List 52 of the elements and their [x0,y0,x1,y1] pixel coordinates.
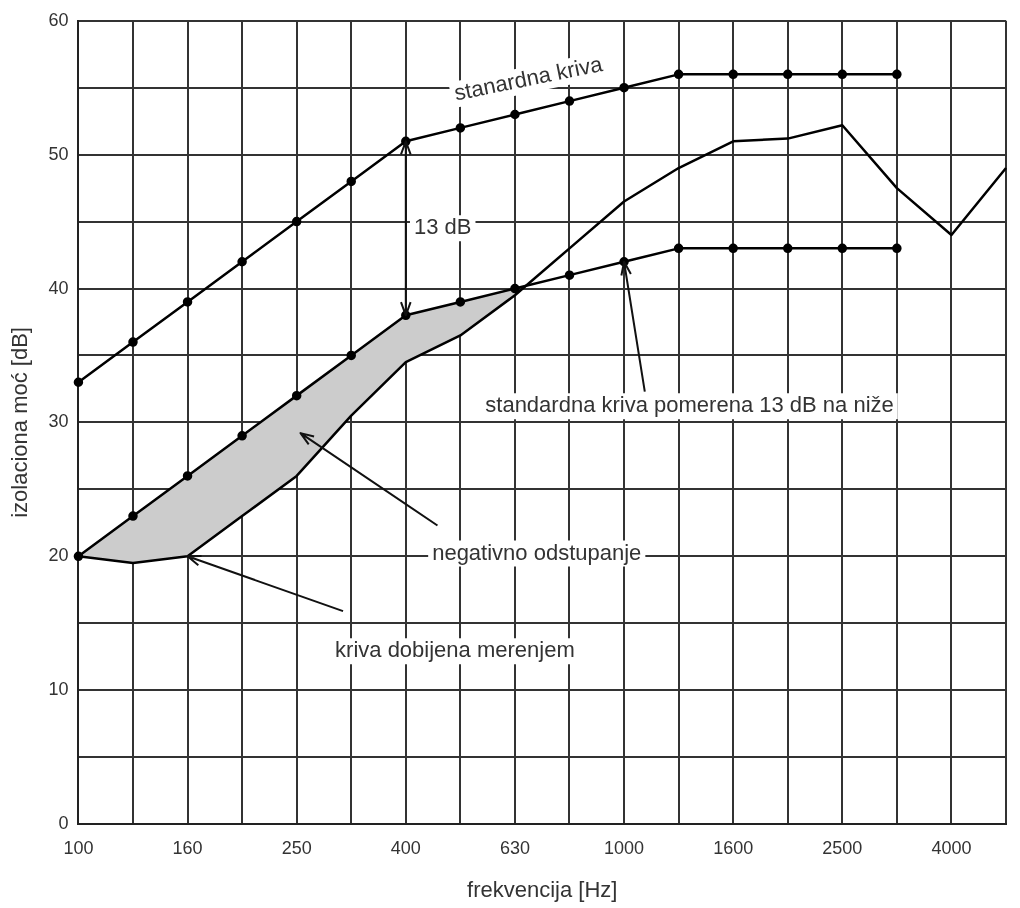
x-tick-label: 4000 [931,837,972,858]
annotation: kriva dobijena merenjem [335,637,575,663]
y-tick-label: 10 [48,679,69,700]
y-tick-label: 50 [48,143,69,164]
point [291,390,302,401]
point [128,511,138,521]
point [73,377,84,387]
x-axis-title: frekvencija [Hz] [467,876,618,902]
x-tick-label: 1600 [713,837,754,858]
point [237,431,247,441]
x-tick-label: 400 [390,837,421,858]
point [182,297,193,307]
point [783,69,793,80]
annotation: stanardna kriva [452,50,606,106]
point [837,69,848,80]
point [892,243,902,254]
y-tick-label: 30 [48,411,69,432]
point [346,176,356,187]
point [182,471,193,481]
point [346,350,356,361]
point [73,551,84,562]
point [564,270,575,280]
point [128,337,138,347]
point [728,243,738,254]
x-tick-label: 2500 [822,837,863,858]
point [783,243,793,254]
point [564,96,575,106]
x-tick-label: 100 [63,837,94,858]
point [510,109,520,120]
y-tick-label: 60 [48,9,69,30]
x-tick-label: 630 [499,837,530,858]
x-tick-label: 160 [172,837,203,858]
y-tick-label: 20 [48,545,69,566]
point [673,69,684,80]
point [837,243,848,254]
point [673,243,684,254]
y-tick-label: 40 [48,277,69,298]
annotation: 13 dB [413,214,472,240]
point [728,69,738,80]
point [619,82,629,93]
point [892,69,902,80]
point [237,257,247,267]
point [455,123,466,133]
x-tick-label: 250 [281,837,312,858]
annotation: negativno odstupanje [432,539,642,565]
y-tick-label: 0 [58,812,69,833]
point [510,283,520,294]
point [291,216,302,227]
y-axis-title: izolaciona moć [dB] [7,327,33,518]
point [455,297,466,307]
x-tick-label: 1000 [604,837,645,858]
annotation: standardna kriva pomerena 13 dB na niže [485,392,894,418]
